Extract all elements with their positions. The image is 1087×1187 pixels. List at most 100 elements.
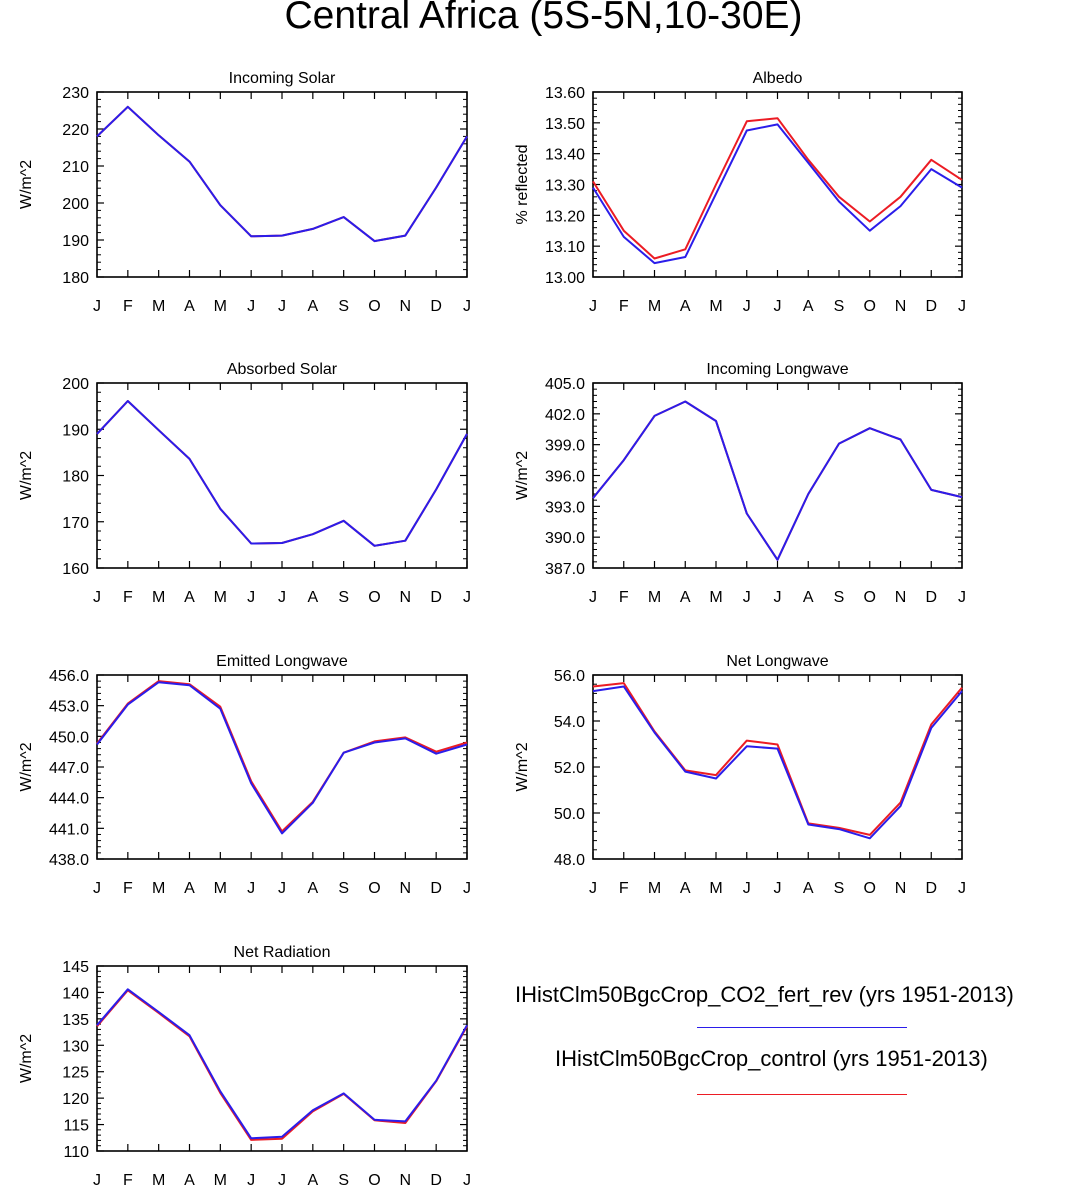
y-tick-label: 441.0 (49, 821, 89, 838)
y-tick-label: 230 (62, 85, 89, 102)
y-tick-label: 438.0 (49, 852, 89, 869)
panel-title: Net Radiation (234, 944, 331, 961)
y-tick-label: 13.10 (545, 239, 585, 256)
series-line-ctl (96, 105, 468, 243)
panel-title: Albedo (753, 70, 803, 87)
y-tick-label: 170 (62, 515, 89, 532)
series-line-ctl (96, 989, 468, 1141)
y-tick-label: 13.00 (545, 270, 585, 287)
x-tick-label: N (895, 298, 907, 315)
plot-frame (96, 965, 468, 1152)
legend-label-exp: IHistClm50BgcCrop_CO2_fert_rev (yrs 1951… (515, 982, 1014, 1007)
x-tick-label: S (338, 589, 349, 606)
legend-line-exp (697, 1027, 907, 1028)
x-tick-label: F (619, 589, 629, 606)
x-tick-label: S (834, 880, 845, 897)
x-tick-label: N (400, 1172, 412, 1187)
y-tick-label: 180 (62, 469, 89, 486)
x-tick-label: A (307, 880, 318, 897)
y-axis-label: W/m^2 (18, 451, 35, 500)
y-tick-label: 120 (62, 1091, 89, 1108)
x-tick-label: A (307, 1172, 318, 1187)
y-tick-label: 450.0 (49, 729, 89, 746)
y-tick-label: 393.0 (545, 499, 585, 516)
x-tick-label: A (803, 880, 814, 897)
x-tick-label: M (709, 589, 722, 606)
x-tick-label: S (338, 1172, 349, 1187)
x-tick-label: A (803, 589, 814, 606)
x-tick-label: D (925, 880, 937, 897)
y-tick-label: 13.60 (545, 85, 585, 102)
y-tick-label: 52.0 (554, 760, 585, 777)
panel-title: Emitted Longwave (216, 653, 348, 670)
series-line-exp (96, 988, 468, 1140)
legend-label-ctl: IHistClm50BgcCrop_control (yrs 1951-2013… (555, 1046, 988, 1071)
x-tick-label: D (430, 589, 442, 606)
x-tick-label: M (214, 880, 227, 897)
x-tick-label: J (774, 298, 782, 315)
y-tick-label: 190 (62, 422, 89, 439)
x-tick-label: J (958, 880, 966, 897)
y-tick-label: 13.30 (545, 178, 585, 195)
x-tick-label: D (430, 298, 442, 315)
panel-absorbed-solar: Absorbed Solar W/m^2 160 170 180 190 200 J F M A M J… (18, 361, 471, 606)
y-axis-label: W/m^2 (514, 451, 531, 500)
panel-title: Incoming Solar (229, 70, 336, 87)
panel-net-longwave: Net Longwave W/m^2 48.0 50.0 52.0 54.0 56.0 J F M… (514, 653, 966, 897)
x-tick-label: M (214, 589, 227, 606)
y-tick-label: 190 (62, 233, 89, 250)
series-line-exp (96, 681, 468, 835)
panel-title: Net Longwave (726, 653, 828, 670)
panel-albedo: Albedo % reflected 13.00 13.10 13.20 13.30 13.… (514, 70, 966, 315)
x-tick-label: A (307, 589, 318, 606)
plot-frame (96, 91, 468, 278)
x-tick-label: J (247, 589, 255, 606)
x-tick-label: J (463, 298, 471, 315)
x-tick-label: N (400, 589, 412, 606)
y-tick-label: 13.20 (545, 208, 585, 225)
series-line-ctl (96, 680, 468, 833)
x-tick-label: S (338, 880, 349, 897)
x-tick-label: F (123, 1172, 133, 1187)
y-tick-label: 115 (63, 1118, 89, 1135)
x-tick-label: O (864, 298, 876, 315)
plot-frame (96, 382, 468, 569)
x-tick-label: J (247, 298, 255, 315)
x-tick-label: J (589, 589, 597, 606)
x-tick-label: A (680, 298, 691, 315)
series-line-exp (592, 685, 963, 840)
y-tick-label: 160 (62, 561, 89, 578)
x-tick-label: N (400, 298, 412, 315)
y-tick-label: 396.0 (545, 469, 585, 486)
panel-emitted-longwave: Emitted Longwave W/m^2 438.0 441.0 444.0 447.… (18, 653, 471, 897)
x-tick-label: A (184, 1172, 195, 1187)
y-tick-label: 145 (62, 959, 89, 976)
y-tick-label: 140 (62, 985, 89, 1002)
x-tick-label: A (680, 880, 691, 897)
x-tick-label: M (648, 880, 661, 897)
x-tick-label: J (93, 589, 101, 606)
x-tick-label: M (648, 589, 661, 606)
x-tick-label: A (307, 298, 318, 315)
x-tick-label: M (709, 298, 722, 315)
y-tick-label: 135 (62, 1012, 89, 1029)
y-tick-label: 180 (62, 270, 89, 287)
y-axis-label: W/m^2 (18, 1034, 35, 1083)
x-tick-label: D (925, 298, 937, 315)
x-tick-label: M (214, 1172, 227, 1187)
plot-frame (592, 674, 963, 860)
y-tick-label: 399.0 (545, 438, 585, 455)
x-tick-label: O (864, 880, 876, 897)
panel-incoming-longwave: Incoming Longwave W/m^2 387.0 390.0 393.0 396… (514, 361, 966, 606)
x-tick-label: F (123, 298, 133, 315)
series-line-exp (96, 105, 468, 243)
x-tick-label: N (400, 880, 412, 897)
panel-net-radiation: Net Radiation W/m^2 110 115 120 125 130 135 140 1… (18, 944, 471, 1187)
x-tick-label: F (123, 880, 133, 897)
x-tick-label: F (123, 589, 133, 606)
x-tick-label: M (152, 1172, 165, 1187)
plot-frame (592, 382, 963, 569)
x-tick-label: J (93, 1172, 101, 1187)
y-tick-label: 210 (62, 159, 89, 176)
